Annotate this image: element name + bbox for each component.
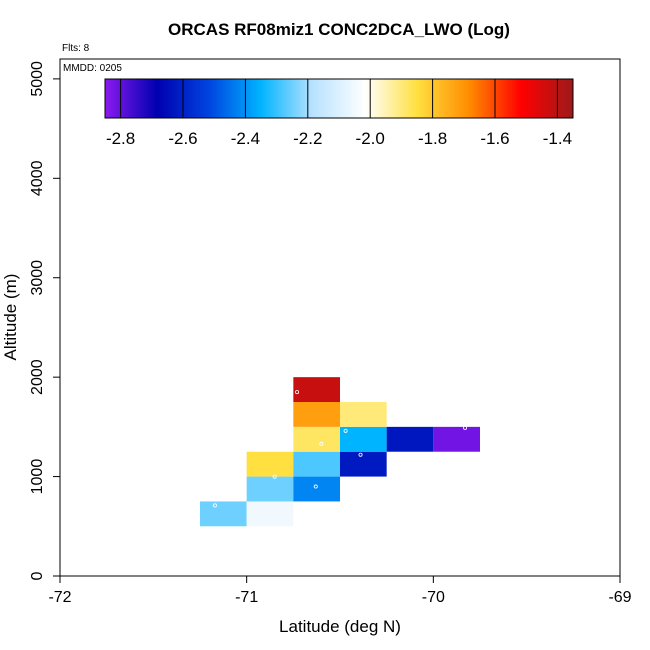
- flight-point: [358, 452, 363, 457]
- date-label: MMDD: 0205: [63, 63, 122, 74]
- colorbar-tick-label: -1.4: [543, 129, 572, 148]
- heatmap-cells: [200, 377, 480, 527]
- heatmap-cell: [340, 426, 387, 452]
- y-tick-label: 4000: [29, 160, 46, 196]
- heatmap-cell: [246, 476, 294, 502]
- colorbar-tick-label: -2.6: [168, 129, 197, 148]
- flight-point: [212, 503, 217, 508]
- colorbar: -2.8 -2.6 -2.4 -2.2 -2.0 -1.8 -1.6 -1.4: [104, 78, 574, 148]
- heatmap-cell: [200, 501, 247, 527]
- y-tick-label: 3000: [29, 260, 46, 296]
- heatmap-cell: [293, 451, 340, 477]
- heatmap-cell: [293, 476, 340, 502]
- heatmap-cell: [293, 402, 340, 427]
- y-tick-label: 0: [29, 571, 46, 580]
- x-tick-label: -71: [235, 589, 258, 606]
- x-tick-label: -70: [422, 589, 445, 606]
- heatmap-cell: [293, 377, 340, 403]
- flight-point: [313, 484, 318, 489]
- flight-point: [463, 425, 468, 430]
- heatmap-cell: [293, 426, 340, 452]
- colorbar-tick-label: -1.6: [480, 129, 509, 148]
- heatmap-cell: [340, 402, 387, 427]
- x-tick-label: -69: [608, 589, 631, 606]
- colorbar-tick-label: -2.8: [106, 129, 135, 148]
- heatmap-cell: [386, 426, 434, 452]
- heatmap-cell: [246, 451, 294, 477]
- chart-title: ORCAS RF08miz1 CONC2DCA_LWO (Log): [168, 20, 510, 39]
- flight-point: [295, 390, 300, 395]
- colorbar-tick-label: -2.2: [293, 129, 322, 148]
- heatmap-cell: [246, 501, 294, 527]
- colorbar-tick-label: -1.8: [418, 129, 447, 148]
- flight-point: [272, 474, 277, 479]
- flight-points: [212, 390, 468, 508]
- y-tick-label: 2000: [29, 359, 46, 395]
- x-tick-label: -72: [48, 589, 71, 606]
- flight-point: [343, 428, 348, 433]
- y-axis-label: Altitude (m): [1, 274, 20, 361]
- colorbar-gradient: [104, 78, 574, 119]
- x-axis: -72 -71 -70 -69: [48, 576, 632, 606]
- x-axis-label: Latitude (deg N): [279, 617, 401, 636]
- flights-label: Flts: 8: [62, 43, 90, 54]
- flight-point: [319, 441, 324, 446]
- y-tick-label: 1000: [29, 459, 46, 495]
- y-axis: 0 1000 2000 3000 4000 5000: [29, 61, 60, 580]
- colorbar-tick-label: -2.4: [231, 129, 260, 148]
- colorbar-tick-label: -2.0: [356, 129, 385, 148]
- heatmap-cell: [340, 451, 387, 477]
- heatmap-cell: [433, 426, 480, 452]
- y-tick-label: 5000: [29, 61, 46, 97]
- plot-frame: [59, 58, 621, 577]
